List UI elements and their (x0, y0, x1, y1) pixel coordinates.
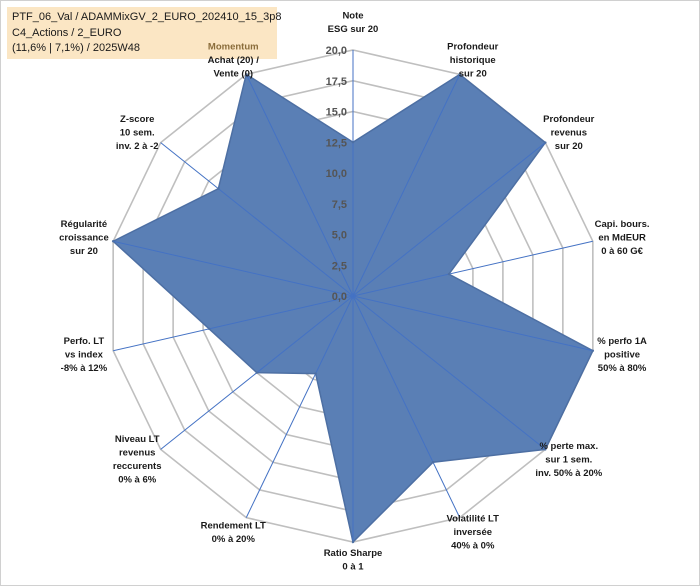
axis-label-line: sur 20 (459, 68, 487, 79)
axis-label-line: sur 1 sem. (545, 454, 592, 465)
data-point (431, 461, 435, 464)
axis-label-line: 50% à 80% (598, 363, 647, 374)
axis-label-line: revenus (119, 448, 155, 459)
tick-label: 0,0 (332, 291, 347, 303)
axis-label: Rendement LT 0% à 20% (201, 520, 266, 545)
data-point (351, 141, 355, 144)
tick-label: 12,5 (326, 137, 347, 149)
axis-label-line: positive (604, 349, 640, 360)
axis-label-line: Note (342, 11, 363, 22)
axis-spoke (352, 74, 461, 297)
axis-label-line: 40% à 0% (451, 541, 495, 552)
title-line-2: C4_Actions / 2_EURO (12, 26, 122, 39)
axis-label-line: sur 20 (555, 141, 583, 152)
data-point (111, 240, 115, 243)
axis-label: Capi. bours. en MdEUR 0 à 60 G€ (595, 219, 650, 257)
axis-label: Perfo. LT vs index -8% à 12% (61, 336, 108, 374)
data-point (544, 448, 547, 451)
tick-label: 10,0 (326, 168, 347, 180)
tick-label: 5,0 (332, 230, 347, 242)
data-point (245, 73, 248, 76)
axis-spoke (245, 74, 354, 297)
axis-spoke (352, 240, 593, 297)
data-point (217, 187, 220, 190)
data-point (314, 372, 317, 375)
axis-spoke (352, 295, 593, 352)
tick-label: 2,5 (332, 260, 347, 272)
axis-label-line: % perte max. (539, 441, 598, 452)
axis-label-line: inv. 2 à -2 (116, 141, 159, 152)
axis-label-line: Rendement LT (201, 520, 266, 531)
axis-label: Momentum Achat (20) / Vente (0) (208, 41, 260, 79)
tick-label: 15,0 (326, 107, 347, 119)
axis-spoke (352, 142, 546, 297)
axis-label: Note ESG sur 20 (328, 11, 379, 36)
axis-label-line: Capi. bours. (595, 219, 650, 230)
axis-label-line: 0 à 60 G€ (601, 246, 643, 257)
data-point (255, 371, 259, 374)
axis-label: Profondeur revenus sur 20 (543, 114, 594, 152)
data-point (458, 73, 461, 76)
axis-label-line: ESG sur 20 (328, 24, 379, 35)
axis-label-line: 10 sem. (120, 128, 155, 139)
axis-label-line: 0% à 6% (118, 475, 157, 486)
axis-spoke (245, 295, 354, 518)
axis-label-line: Perfo. LT (64, 336, 105, 347)
axis-label-line: croissance (59, 233, 109, 244)
data-point (591, 349, 595, 352)
axis-spoke (352, 295, 461, 518)
title-line-3: (11,6% | 7,1%) / 2025W48 (12, 42, 140, 54)
axis-label: Niveau LT revenus reccurents 0% à 6% (113, 434, 162, 486)
data-point (207, 327, 211, 331)
axis-label-line: Momentum (208, 41, 259, 52)
axis-label-line: Vente (0) (213, 68, 253, 79)
axis-label-line: revenus (551, 128, 587, 139)
axis-label-line: 0 à 1 (342, 562, 364, 573)
axis-label: % perte max. sur 1 sem. inv. 50% à 20% (535, 441, 602, 479)
axis-label-line: sur 20 (70, 246, 98, 257)
axis-label-line: historique (450, 55, 496, 66)
data-point (351, 540, 355, 544)
axis-label-line: Niveau LT (115, 434, 160, 445)
title-line-1: PTF_06_Val / ADAMMixGV_2_EURO_202410_15_… (12, 11, 282, 23)
axis-label-line: Volatilité LT (447, 514, 500, 525)
axis-label-line: % perfo 1A (597, 336, 647, 347)
axis-spoke (160, 142, 354, 297)
axis-label-line: Profondeur (447, 41, 498, 52)
tick-label: 7,5 (332, 199, 347, 211)
axis-label-line: -8% à 12% (61, 363, 108, 374)
axis-label-line: 0% à 20% (212, 534, 256, 545)
axis-spoke (113, 240, 354, 297)
axis-label-line: Régularité (61, 219, 107, 230)
axis-label-line: en MdEUR (598, 233, 646, 244)
chart-title-box: PTF_06_Val / ADAMMixGV_2_EURO_202410_15_… (7, 7, 282, 59)
axis-label-line: inv. 50% à 20% (535, 468, 602, 479)
axis-label-line: Z-score (120, 114, 154, 125)
axis-label-line: Achat (20) / (208, 55, 260, 66)
axis-label-line: Ratio Sharpe (324, 548, 383, 559)
axis-label-line: reccurents (113, 461, 162, 472)
axis-label: Régularité croissance sur 20 (59, 219, 109, 257)
tick-label: 17,5 (326, 76, 347, 88)
axis-label: Ratio Sharpe 0 à 1 (324, 548, 383, 573)
axis-label-line: inversée (453, 527, 492, 538)
axis-label: Z-score 10 sem. inv. 2 à -2 (116, 114, 159, 152)
axis-label: % perfo 1A positive 50% à 80% (597, 336, 647, 374)
axis-label-line: vs index (65, 349, 104, 360)
data-point (544, 141, 547, 144)
data-point (447, 272, 451, 276)
axis-label-line: Profondeur (543, 114, 594, 125)
axis-spoke (113, 295, 354, 352)
tick-label: 20,0 (326, 45, 347, 57)
axis-spoke (352, 295, 546, 450)
axis-label: Profondeur historique sur 20 (447, 41, 498, 79)
axis-label: Volatilité LT inversée 40% à 0% (447, 514, 500, 552)
